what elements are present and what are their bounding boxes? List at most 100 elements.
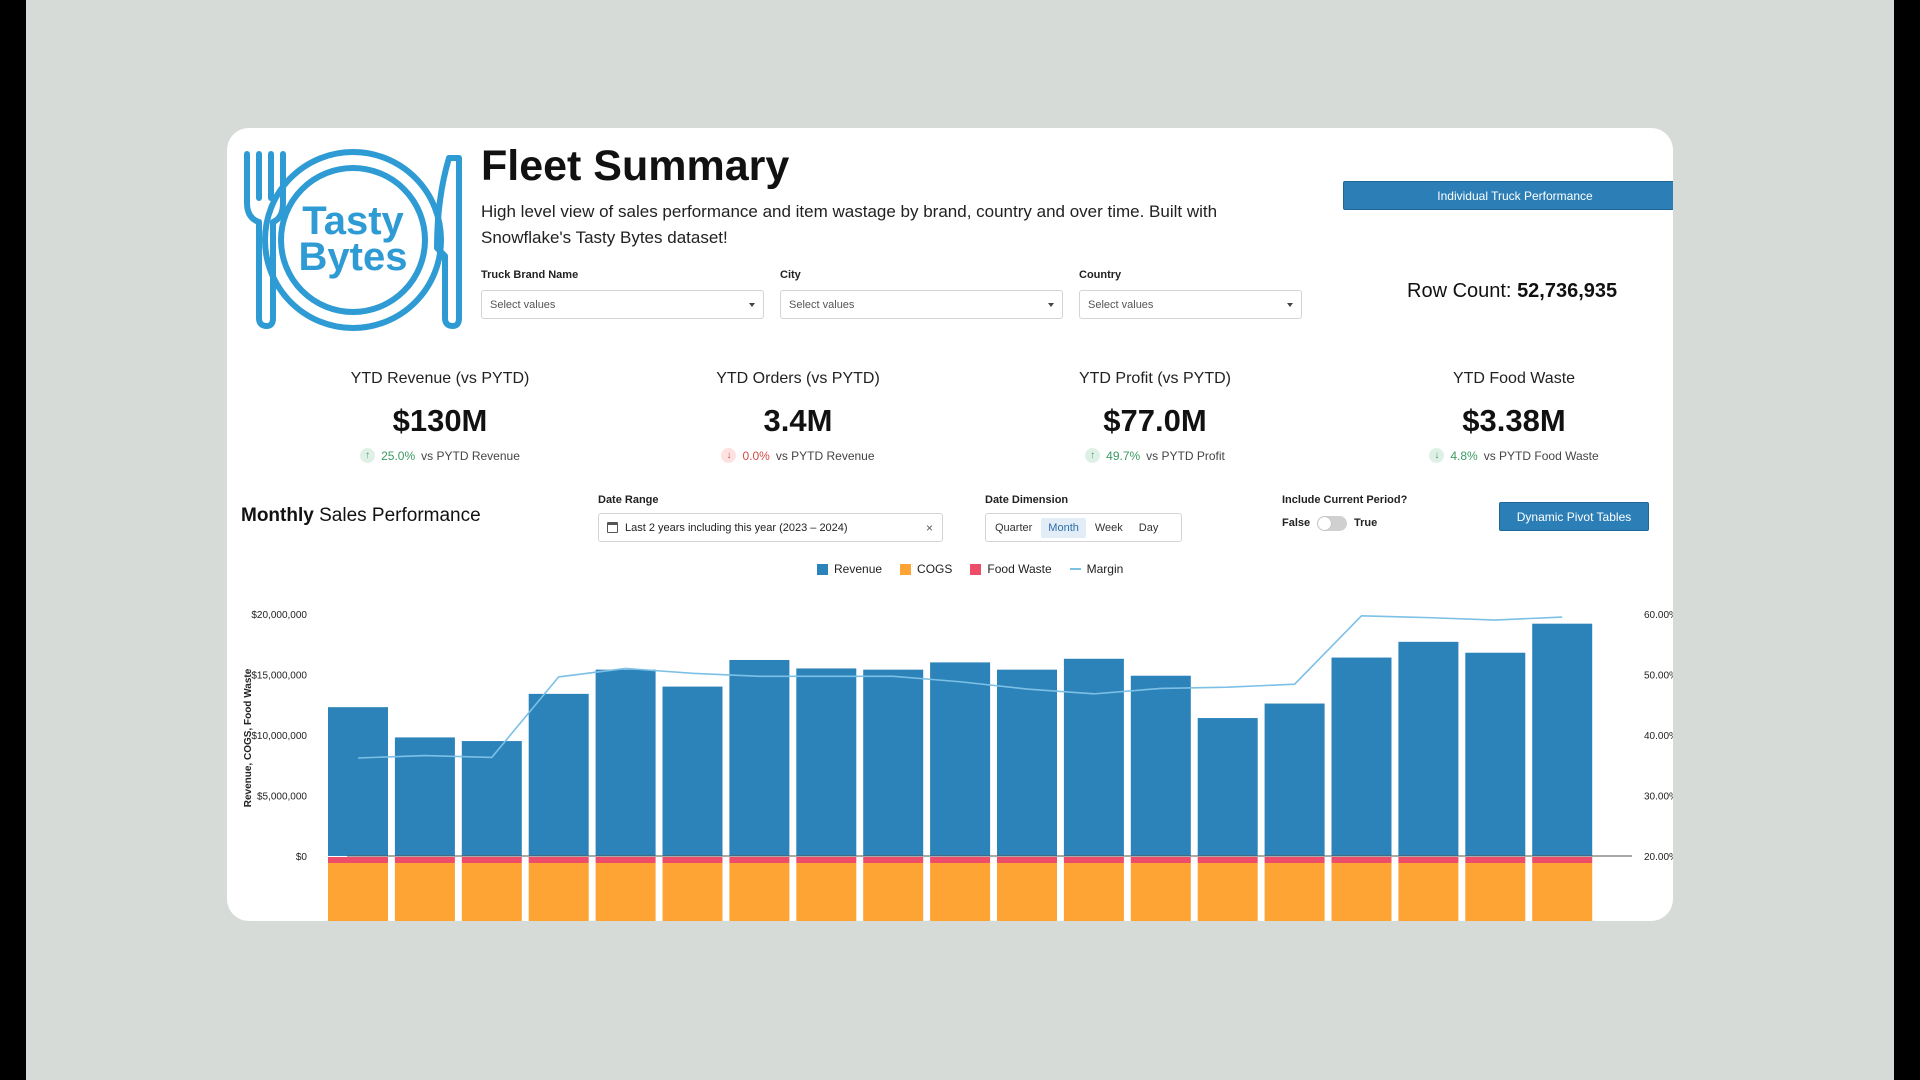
kpi-delta-pct: 49.7% <box>1106 448 1141 463</box>
revenue-bar <box>930 662 991 856</box>
kpi-title: YTD Profit (vs PYTD) <box>1078 370 1231 387</box>
section-title: Monthly Sales Performance <box>241 505 481 527</box>
date-range-input[interactable]: Last 2 years including this year (2023 –… <box>598 513 943 542</box>
revenue-bar <box>1331 657 1392 856</box>
cogs-bar <box>394 863 455 921</box>
food-waste-bar <box>930 857 991 863</box>
revenue-bar <box>1130 675 1191 856</box>
legend-item-cogs[interactable]: COGS <box>900 562 952 576</box>
y-tick-label: $15,000,000 <box>251 671 307 682</box>
cogs-bar <box>1398 863 1459 921</box>
chart-legend: Revenue COGS Food Waste Margin <box>817 562 1123 576</box>
food-waste-bar <box>729 857 790 863</box>
cogs-bar <box>1532 863 1593 921</box>
dynamic-pivot-tables-button[interactable]: Dynamic Pivot Tables <box>1499 502 1649 531</box>
food-waste-bar <box>1398 857 1459 863</box>
y-tick-label: $0 <box>296 852 308 863</box>
kpi-delta-pct: 25.0% <box>381 448 416 463</box>
legend-item-food-waste[interactable]: Food Waste <box>970 562 1052 576</box>
date-dim-month[interactable]: Month <box>1041 517 1086 538</box>
city-placeholder: Select values <box>789 299 855 311</box>
cogs-bar <box>1331 863 1392 921</box>
logo-line2: Bytes <box>299 235 408 279</box>
arrow-down-icon: ↓ <box>721 448 737 463</box>
legend-label: COGS <box>917 562 953 576</box>
date-dim-week[interactable]: Week <box>1094 521 1123 534</box>
page-subtitle: High level view of sales performance and… <box>481 202 1218 247</box>
food-waste-bar <box>394 857 455 863</box>
close-icon[interactable]: × <box>925 521 933 535</box>
section-title-bold: Monthly <box>241 505 314 526</box>
kpi-delta: ↓ 0.0% vs PYTD Revenue <box>628 448 968 463</box>
arrow-up-icon: ↑ <box>1085 448 1101 463</box>
food-waste-bar <box>1465 857 1526 863</box>
kpi-delta: ↑ 49.7% vs PYTD Profit <box>985 448 1325 463</box>
chevron-down-icon <box>1048 303 1054 307</box>
truck-brand-placeholder: Select values <box>490 299 556 311</box>
revenue-bar <box>863 669 924 856</box>
calendar-icon <box>607 522 618 533</box>
truck-brand-select[interactable]: Select values <box>481 290 764 319</box>
cogs-bar <box>796 863 857 921</box>
food-waste-bar <box>528 857 589 863</box>
legend-item-margin[interactable]: Margin <box>1069 562 1123 576</box>
legend-label: Revenue <box>834 562 883 576</box>
kpi-title: YTD Orders (vs PYTD) <box>716 370 880 387</box>
date-dimension-segmented-control: Quarter Month Week Day <box>985 513 1182 542</box>
revenue-bar <box>1063 658 1124 856</box>
food-waste-bar <box>1197 857 1258 863</box>
kpi-delta: ↓ 4.8% vs PYTD Food Waste <box>1344 448 1673 463</box>
revenue-bar <box>1264 703 1325 856</box>
individual-truck-performance-button[interactable]: Individual Truck Performance <box>1343 181 1673 210</box>
food-waste-bar <box>461 857 522 863</box>
cogs-bar <box>1465 863 1526 921</box>
revenue-bar <box>461 741 522 856</box>
revenue-bar <box>662 686 723 856</box>
country-label: Country <box>1079 269 1122 281</box>
y-tick-label: $10,000,000 <box>251 731 307 742</box>
revenue-bar <box>796 668 857 856</box>
include-current-period-toggle[interactable] <box>1317 516 1347 531</box>
screen-background: Tasty Bytes Fleet Summary High level vie… <box>26 0 1894 1080</box>
date-dim-quarter[interactable]: Quarter <box>995 521 1033 534</box>
include-current-period-label: Include Current Period? <box>1282 494 1408 506</box>
y2-tick-label: 20.00% <box>1644 852 1673 863</box>
food-waste-bar <box>796 857 857 863</box>
kpi-value: $130M <box>392 403 488 438</box>
food-waste-bar <box>1264 857 1325 863</box>
revenue-bar <box>595 669 656 856</box>
arrow-down-icon: ↓ <box>1429 448 1445 463</box>
kpi-ytd-profit: YTD Profit (vs PYTD) $77.0M ↑ 49.7% vs P… <box>985 370 1325 463</box>
row-count-label: Row Count: <box>1407 280 1512 302</box>
tasty-bytes-logo: Tasty Bytes <box>244 149 462 331</box>
arrow-up-icon: ↑ <box>360 448 376 463</box>
kpi-ytd-orders: YTD Orders (vs PYTD) 3.4M ↓ 0.0% vs PYTD… <box>628 370 968 463</box>
section-title-rest: Sales Performance <box>313 505 481 526</box>
row-count-value: 52,736,935 <box>1517 280 1618 302</box>
cogs-bar <box>328 863 388 921</box>
date-range-label: Date Range <box>598 494 659 506</box>
y2-tick-label: 50.00% <box>1644 671 1673 682</box>
toggle-true-label: True <box>1354 517 1378 529</box>
kpi-title: YTD Food Waste <box>1452 370 1576 387</box>
y-axis-title: Revenue, COGS, Food Waste <box>243 668 254 807</box>
cogs-bar <box>1063 863 1124 921</box>
food-waste-bar <box>662 857 723 863</box>
monthly-sales-chart: $0 $5,000,000 $10,000,000 $15,000,000 $20,00… <box>243 610 1673 921</box>
food-waste-bar <box>1532 857 1593 863</box>
kpi-delta: ↑ 25.0% vs PYTD Revenue <box>270 448 610 463</box>
cogs-bar <box>729 863 790 921</box>
margin-line <box>357 615 1563 759</box>
legend-item-revenue[interactable]: Revenue <box>817 562 882 576</box>
date-dim-day[interactable]: Day <box>1138 521 1159 534</box>
kpi-ytd-food-waste: YTD Food Waste $3.38M ↓ 4.8% vs PYTD Foo… <box>1344 370 1673 463</box>
cogs-bar <box>1264 863 1325 921</box>
country-select[interactable]: Select values <box>1079 290 1302 319</box>
cogs-bar <box>997 863 1057 921</box>
city-select[interactable]: Select values <box>780 290 1063 319</box>
cogs-bar <box>930 863 991 921</box>
kpi-delta-pct: 0.0% <box>742 448 770 463</box>
revenue-bar <box>1398 641 1459 856</box>
kpi-delta-label: vs PYTD Food Waste <box>1483 448 1599 463</box>
food-waste-bar <box>997 857 1057 863</box>
